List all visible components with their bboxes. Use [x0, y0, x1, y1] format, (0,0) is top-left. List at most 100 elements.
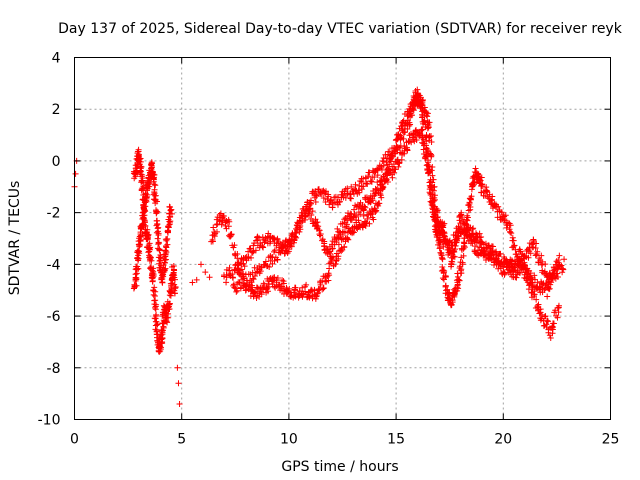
- data-point: [555, 257, 562, 264]
- data-point: [374, 166, 380, 173]
- data-point: [152, 182, 159, 189]
- data-point: [256, 270, 263, 277]
- data-point: [471, 235, 478, 242]
- data-point: [154, 320, 161, 327]
- data-point: [282, 244, 289, 251]
- data-point: [154, 245, 161, 252]
- data-point: [544, 293, 551, 300]
- data-point: [470, 225, 477, 232]
- data-point: [361, 203, 368, 210]
- data-point: [533, 296, 540, 303]
- data-point: [292, 284, 299, 291]
- x-tick-label: 5: [177, 432, 186, 448]
- data-point: [370, 216, 377, 223]
- data-point: [348, 183, 355, 190]
- data-point: [161, 259, 168, 266]
- data-point: [248, 254, 255, 261]
- data-point: [363, 219, 370, 226]
- data-point: [547, 334, 554, 341]
- data-point: [351, 206, 358, 213]
- data-point: [527, 250, 534, 257]
- data-point: [394, 135, 401, 142]
- data-point: [270, 234, 277, 241]
- data-point: [274, 256, 281, 263]
- data-point: [347, 191, 354, 198]
- data-point: [440, 222, 447, 229]
- data-point: [148, 257, 155, 264]
- x-tick-label: 10: [280, 432, 298, 448]
- data-point: [549, 323, 556, 330]
- data-point: [226, 267, 233, 274]
- data-point: [136, 233, 143, 240]
- data-point: [430, 197, 437, 204]
- data-point: [226, 264, 233, 271]
- data-point: [234, 287, 241, 294]
- data-point: [334, 225, 341, 232]
- data-point: [423, 151, 430, 158]
- data-point: [542, 313, 549, 320]
- y-tick-label: -2: [47, 206, 61, 222]
- data-point: [554, 273, 561, 280]
- data-point: [228, 231, 235, 238]
- data-point: [262, 258, 269, 265]
- data-point: [407, 121, 414, 128]
- data-point: [531, 291, 538, 298]
- data-point: [315, 287, 322, 294]
- data-point: [319, 277, 326, 284]
- data-point: [356, 189, 363, 196]
- data-point: [453, 229, 460, 236]
- data-point: [223, 279, 230, 286]
- data-point: [383, 175, 390, 182]
- y-tick-label: -10: [38, 413, 61, 429]
- data-point: [260, 286, 267, 293]
- data-point: [358, 186, 365, 193]
- data-point: [455, 285, 462, 292]
- data-point: [233, 288, 240, 295]
- data-point: [457, 267, 464, 274]
- y-tick-label: -6: [47, 309, 61, 325]
- data-point: [176, 400, 183, 407]
- data-point: [152, 306, 159, 313]
- data-point: [462, 220, 469, 227]
- data-point: [174, 364, 181, 371]
- data-point: [152, 304, 159, 311]
- data-point: [265, 283, 272, 290]
- data-point: [143, 194, 150, 201]
- data-point: [360, 183, 367, 190]
- data-point: [333, 239, 340, 246]
- data-point: [287, 242, 294, 249]
- data-point: [521, 252, 528, 259]
- data-point: [286, 285, 293, 292]
- data-point: [469, 226, 476, 233]
- data-point: [419, 113, 426, 120]
- data-point: [325, 277, 332, 284]
- data-point: [139, 230, 146, 237]
- data-point: [506, 226, 513, 233]
- data-point: [151, 297, 158, 304]
- data-point: [450, 253, 457, 260]
- data-point: [451, 247, 458, 254]
- data-point: [355, 217, 362, 224]
- y-tick-label: 2: [52, 102, 61, 118]
- data-point: [136, 241, 143, 248]
- data-point: [341, 244, 348, 251]
- data-point: [453, 239, 460, 246]
- data-point: [132, 271, 139, 278]
- data-point: [372, 207, 379, 214]
- data-point: [144, 236, 151, 243]
- data-point: [349, 228, 356, 235]
- data-point: [362, 204, 369, 211]
- axis-ticks: 0 5 10 15 20 25 -10 -8 -6 -4 -2 0 2 4: [38, 51, 620, 448]
- data-point: [157, 251, 164, 258]
- data-point: [436, 245, 443, 252]
- data-point: [511, 264, 518, 271]
- data-point: [326, 272, 333, 279]
- data-point: [237, 284, 244, 291]
- data-point: [440, 243, 447, 250]
- data-point: [164, 228, 171, 235]
- data-point: [296, 228, 303, 235]
- data-point: [532, 252, 539, 259]
- data-point: [434, 207, 441, 214]
- data-point: [555, 304, 562, 311]
